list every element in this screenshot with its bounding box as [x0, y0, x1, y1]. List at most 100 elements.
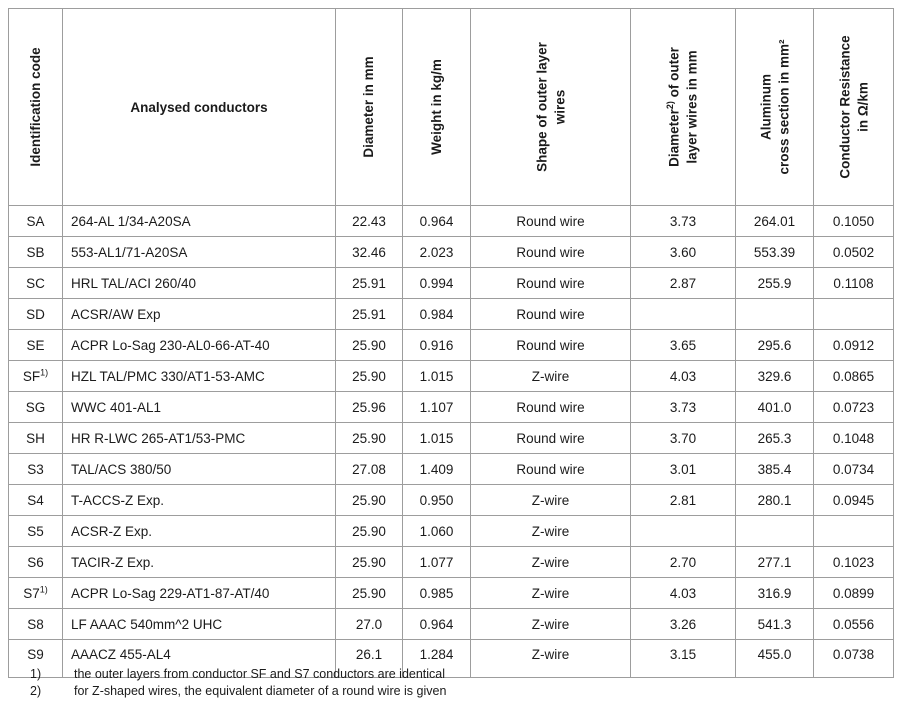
cell-conductor-name: HR R-LWC 265-AT1/53-PMC: [62, 422, 336, 454]
table-row: S6 TACIR-Z Exp. 25.90 1.077 Z-wire 2.70 …: [8, 546, 894, 578]
cell-cross-section: 541.3: [735, 608, 814, 640]
cell-wire-shape: Z-wire: [470, 639, 631, 678]
cell-wire-diameter: 4.03: [630, 360, 736, 392]
cell-identification-code: S5: [8, 515, 63, 547]
col-header-analysed-conductors: Analysed conductors: [62, 8, 336, 206]
col-header-wire-diameter: Diameter2) of outer layer wires in mm: [630, 8, 736, 206]
cell-diameter: 25.90: [335, 422, 403, 454]
cell-resistance: [813, 515, 894, 547]
cell-wire-shape: Z-wire: [470, 577, 631, 609]
cell-diameter: 25.90: [335, 329, 403, 361]
cell-conductor-name: TAL/ACS 380/50: [62, 453, 336, 485]
col-header-wire-shape: Shape of outer layer wires: [470, 8, 631, 206]
col-header-cross-section: Aluminum cross section in mm²: [735, 8, 814, 206]
table-row: S71) ACPR Lo-Sag 229-AT1-87-AT/40 25.90 …: [8, 577, 894, 609]
cell-weight: 0.985: [402, 577, 471, 609]
cell-weight: 2.023: [402, 236, 471, 268]
cell-cross-section: 455.0: [735, 639, 814, 678]
cell-cross-section: 264.01: [735, 205, 814, 237]
cell-identification-code: SF1): [8, 360, 63, 392]
cell-wire-shape: Round wire: [470, 298, 631, 330]
cell-wire-diameter: 3.65: [630, 329, 736, 361]
cell-wire-shape: Z-wire: [470, 546, 631, 578]
cell-wire-diameter: 3.26: [630, 608, 736, 640]
cell-resistance: 0.0734: [813, 453, 894, 485]
table-row: SE ACPR Lo-Sag 230-AL0-66-AT-40 25.90 0.…: [8, 329, 894, 361]
cell-resistance: 0.0899: [813, 577, 894, 609]
cell-identification-code: S9: [8, 639, 63, 678]
cell-identification-code: SB: [8, 236, 63, 268]
col-header-resistance: Conductor Resistance in Ω/km: [813, 8, 894, 206]
cell-wire-diameter: 2.87: [630, 267, 736, 299]
cell-conductor-name: 264-AL 1/34-A20SA: [62, 205, 336, 237]
cell-weight: 0.916: [402, 329, 471, 361]
footnote-marker: 1): [30, 667, 42, 681]
table-row: SF1) HZL TAL/PMC 330/AT1-53-AMC 25.90 1.…: [8, 360, 894, 392]
cell-wire-shape: Round wire: [470, 205, 631, 237]
cell-identification-code: SC: [8, 267, 63, 299]
cell-weight: 1.060: [402, 515, 471, 547]
cell-weight: 1.077: [402, 546, 471, 578]
cell-wire-shape: Z-wire: [470, 360, 631, 392]
col-header-label: Analysed conductors: [130, 99, 268, 115]
footnote-text: the outer layers from conductor SF and S…: [74, 667, 446, 681]
footnote-1: 1) the outer layers from conductor SF an…: [30, 666, 446, 683]
cell-resistance: 0.0556: [813, 608, 894, 640]
cell-diameter: 27.0: [335, 608, 403, 640]
cell-wire-diameter: 3.73: [630, 391, 736, 423]
cell-resistance: 0.1048: [813, 422, 894, 454]
cell-conductor-name: ACSR-Z Exp.: [62, 515, 336, 547]
cell-identification-code: S3: [8, 453, 63, 485]
cell-weight: 0.984: [402, 298, 471, 330]
cell-resistance: 0.0738: [813, 639, 894, 678]
cell-resistance: 0.1108: [813, 267, 894, 299]
cell-diameter: 26.1: [335, 639, 403, 678]
col-header-label: Identification code: [27, 47, 43, 167]
cell-weight: 0.964: [402, 608, 471, 640]
cell-cross-section: 553.39: [735, 236, 814, 268]
col-header-label: Diameter2) of outer layer wires in mm: [664, 47, 699, 167]
cell-wire-shape: Z-wire: [470, 608, 631, 640]
cell-cross-section: [735, 298, 814, 330]
cell-diameter: 25.90: [335, 360, 403, 392]
cell-conductor-name: WWC 401-AL1: [62, 391, 336, 423]
cell-weight: 0.964: [402, 205, 471, 237]
table-row: SA 264-AL 1/34-A20SA 22.43 0.964 Round w…: [8, 205, 894, 237]
cell-conductor-name: 553-AL1/71-A20SA: [62, 236, 336, 268]
cell-diameter: 25.90: [335, 515, 403, 547]
cell-cross-section: 385.4: [735, 453, 814, 485]
table-row: SD ACSR/AW Exp 25.91 0.984 Round wire: [8, 298, 894, 330]
cell-wire-diameter: [630, 298, 736, 330]
cell-wire-diameter: 3.15: [630, 639, 736, 678]
cell-wire-diameter: 3.60: [630, 236, 736, 268]
footnote-marker: 2): [30, 684, 42, 698]
col-header-label: Conductor Resistance in Ω/km: [836, 35, 870, 179]
cell-conductor-name: ACSR/AW Exp: [62, 298, 336, 330]
cell-identification-code: SH: [8, 422, 63, 454]
col-header-label: Aluminum cross section in mm²: [757, 39, 791, 175]
footnotes: 1) the outer layers from conductor SF an…: [30, 666, 446, 700]
cell-cross-section: 265.3: [735, 422, 814, 454]
cell-wire-diameter: 2.81: [630, 484, 736, 516]
cell-diameter: 32.46: [335, 236, 403, 268]
cell-weight: 1.015: [402, 360, 471, 392]
cell-cross-section: 255.9: [735, 267, 814, 299]
cell-resistance: 0.0502: [813, 236, 894, 268]
cell-cross-section: 295.6: [735, 329, 814, 361]
table-row: SC HRL TAL/ACI 260/40 25.91 0.994 Round …: [8, 267, 894, 299]
cell-conductor-name: ACPR Lo-Sag 230-AL0-66-AT-40: [62, 329, 336, 361]
cell-weight: 0.994: [402, 267, 471, 299]
table-row: S9 AAACZ 455-AL4 26.1 1.284 Z-wire 3.15 …: [8, 639, 894, 678]
col-header-label: Weight in kg/m: [428, 59, 444, 155]
cell-wire-shape: Round wire: [470, 329, 631, 361]
cell-wire-diameter: 2.70: [630, 546, 736, 578]
cell-diameter: 25.90: [335, 484, 403, 516]
cell-diameter: 25.90: [335, 546, 403, 578]
cell-wire-shape: Round wire: [470, 391, 631, 423]
cell-weight: 1.409: [402, 453, 471, 485]
cell-identification-code: SA: [8, 205, 63, 237]
cell-cross-section: [735, 515, 814, 547]
cell-resistance: 0.0723: [813, 391, 894, 423]
cell-resistance: 0.1023: [813, 546, 894, 578]
